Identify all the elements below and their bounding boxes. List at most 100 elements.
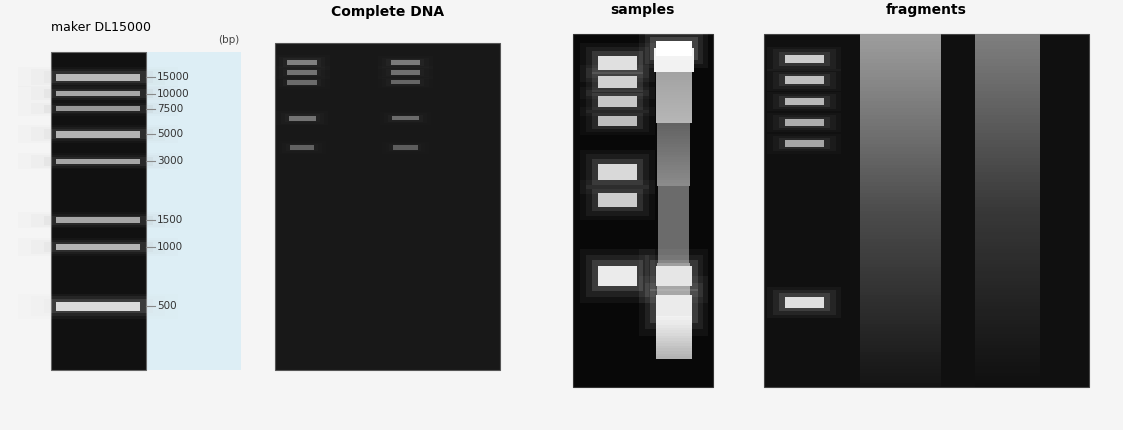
Bar (975, 330, 1040, 334)
Bar (654, 48, 694, 51)
Bar (860, 376, 941, 380)
Bar (975, 52, 1040, 55)
Bar (975, 73, 1040, 77)
Bar (654, 58, 694, 61)
Bar (656, 348, 692, 351)
Bar (56, 302, 140, 310)
Bar (658, 245, 690, 248)
Bar (656, 100, 692, 103)
Bar (779, 138, 830, 149)
Bar (31, 103, 165, 114)
Bar (44, 216, 153, 225)
Bar (657, 265, 691, 268)
Bar (599, 164, 638, 180)
Bar (860, 341, 941, 345)
Bar (586, 255, 649, 297)
Bar (860, 41, 941, 45)
Bar (975, 150, 1040, 154)
Bar (656, 41, 692, 55)
Bar (658, 219, 690, 222)
Bar (657, 281, 691, 284)
Bar (860, 277, 941, 281)
Bar (56, 159, 140, 164)
Bar (975, 108, 1040, 112)
Bar (658, 214, 690, 217)
Bar (975, 37, 1040, 41)
Bar (975, 111, 1040, 116)
Bar (860, 69, 941, 73)
Bar (656, 118, 692, 121)
Bar (56, 131, 140, 138)
Bar (592, 189, 643, 212)
Bar (657, 131, 691, 134)
Bar (654, 53, 694, 56)
Bar (860, 122, 941, 126)
Bar (975, 277, 1040, 281)
Bar (860, 87, 941, 91)
Bar (657, 169, 691, 172)
Bar (860, 295, 941, 299)
Bar (656, 71, 692, 74)
Bar (860, 157, 941, 161)
Bar (657, 175, 691, 178)
Bar (657, 154, 691, 157)
Bar (975, 228, 1040, 232)
Bar (657, 182, 691, 186)
Bar (31, 214, 165, 227)
Bar (287, 70, 317, 75)
Bar (382, 58, 429, 68)
Bar (586, 90, 649, 113)
Bar (654, 51, 694, 54)
Bar (31, 127, 165, 141)
Bar (860, 224, 941, 228)
Bar (656, 332, 692, 335)
Bar (656, 77, 692, 80)
Bar (860, 48, 941, 52)
Bar (860, 150, 941, 154)
Bar (860, 337, 941, 341)
Bar (860, 126, 941, 129)
Bar (975, 224, 1040, 228)
Bar (650, 261, 697, 292)
Bar (975, 119, 1040, 123)
Bar (44, 157, 153, 166)
Bar (51, 52, 146, 370)
Bar (581, 150, 655, 194)
Bar (975, 231, 1040, 235)
Bar (975, 41, 1040, 45)
Bar (275, 43, 500, 370)
Bar (975, 376, 1040, 380)
Bar (975, 246, 1040, 249)
Bar (785, 77, 824, 84)
Bar (18, 154, 179, 169)
Bar (18, 67, 179, 87)
Bar (281, 113, 323, 123)
Bar (767, 134, 841, 154)
Bar (586, 184, 649, 215)
Bar (975, 348, 1040, 352)
Bar (56, 91, 140, 96)
Bar (377, 76, 433, 88)
Bar (656, 309, 692, 312)
Bar (860, 327, 941, 331)
Bar (657, 164, 691, 167)
Bar (773, 115, 836, 130)
Bar (975, 341, 1040, 345)
Bar (773, 72, 836, 89)
Bar (860, 52, 941, 55)
Bar (860, 281, 941, 285)
Bar (599, 96, 638, 107)
Bar (860, 164, 941, 169)
Bar (860, 76, 941, 80)
Bar (658, 221, 690, 224)
Bar (975, 372, 1040, 376)
Bar (386, 69, 424, 76)
Bar (975, 83, 1040, 87)
Bar (860, 362, 941, 366)
Bar (767, 113, 841, 132)
Bar (975, 90, 1040, 94)
Bar (975, 133, 1040, 137)
Bar (860, 175, 941, 179)
Bar (31, 240, 165, 254)
Bar (975, 168, 1040, 172)
